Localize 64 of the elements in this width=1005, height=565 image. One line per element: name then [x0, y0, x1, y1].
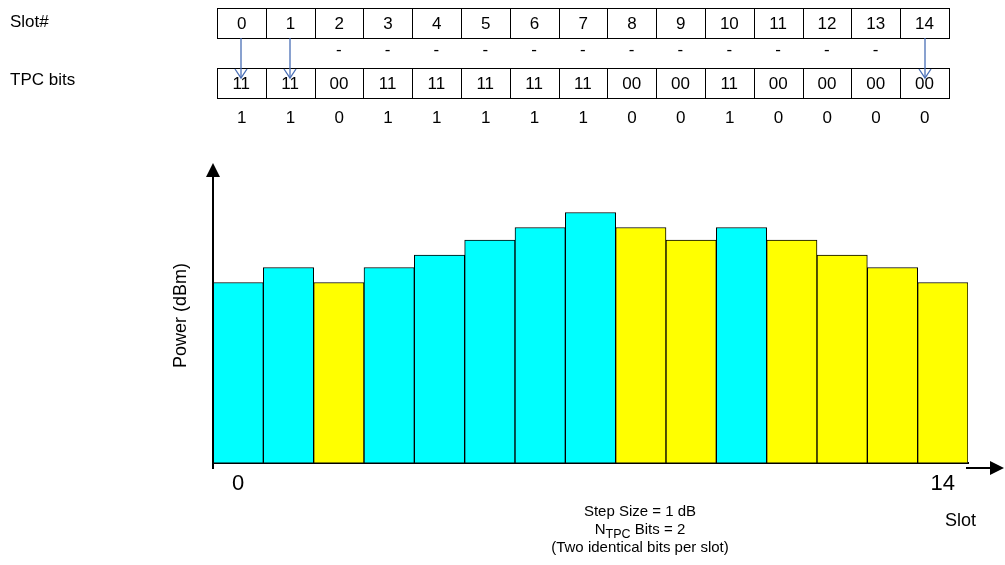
text: 1 — [285, 108, 296, 127]
text: 10 — [719, 14, 739, 33]
text: - — [433, 40, 440, 59]
text: 11 — [720, 74, 739, 93]
text: 12 — [817, 14, 837, 33]
text: 7 — [578, 14, 588, 33]
text: Slot# — [10, 12, 49, 32]
text: 1 — [236, 108, 247, 127]
text: 1 — [383, 108, 393, 127]
text: 0 — [773, 108, 784, 127]
text: - — [872, 40, 879, 59]
text: 0 — [334, 108, 344, 127]
text: - — [628, 40, 635, 59]
text: 0 — [676, 108, 686, 127]
text: 11 — [525, 74, 543, 93]
text: 1 — [578, 108, 588, 127]
text: 00 — [817, 74, 837, 93]
text: - — [531, 40, 537, 59]
text: 1 — [432, 108, 442, 127]
text: 00 — [329, 74, 349, 93]
text: 00 — [866, 74, 886, 93]
text: 0 — [920, 108, 930, 127]
text: 11 — [574, 74, 592, 93]
text: 11 — [281, 74, 299, 93]
text: 11 — [378, 74, 397, 93]
text: 00 — [671, 74, 691, 93]
text: Step Size = 1 dB — [582, 502, 698, 519]
text: - — [384, 40, 391, 59]
y-axis-title: Power (dBm) — [169, 262, 191, 370]
text: 5 — [480, 14, 491, 33]
text: 0 — [236, 14, 247, 33]
x-axis-title: Slot — [945, 510, 977, 531]
text: 6 — [529, 14, 540, 33]
text: 1 — [480, 108, 491, 127]
text: N$_{TPC}$ Bits = 2 — [594, 520, 686, 541]
text: - — [775, 40, 781, 59]
text: 0 — [871, 108, 881, 127]
text: 1 — [724, 108, 735, 127]
text: 00 — [915, 74, 935, 93]
text: (Two identical bits per slot) — [550, 538, 730, 555]
text: 00 — [622, 74, 642, 93]
text: 9 — [676, 14, 686, 33]
text: TPC bits — [10, 70, 76, 90]
text: - — [336, 40, 342, 59]
text: 00 — [768, 74, 788, 93]
text: 11 — [232, 74, 251, 93]
text: 1 — [529, 108, 540, 127]
text: - — [726, 40, 733, 59]
text: - — [580, 40, 586, 59]
text: 4 — [432, 14, 442, 33]
text: 1 — [285, 14, 296, 33]
text: 11 — [769, 14, 787, 33]
text: 2 — [334, 14, 344, 33]
text: 13 — [866, 14, 886, 33]
text: 3 — [383, 14, 393, 33]
text: - — [824, 40, 830, 59]
text: 11 — [476, 74, 495, 93]
text: - — [482, 40, 489, 59]
text: 0 — [822, 108, 832, 127]
text: 8 — [627, 14, 637, 33]
text: 0 — [627, 108, 637, 127]
text: 11 — [427, 74, 446, 93]
text: 14 — [915, 14, 935, 33]
text: - — [677, 40, 684, 59]
